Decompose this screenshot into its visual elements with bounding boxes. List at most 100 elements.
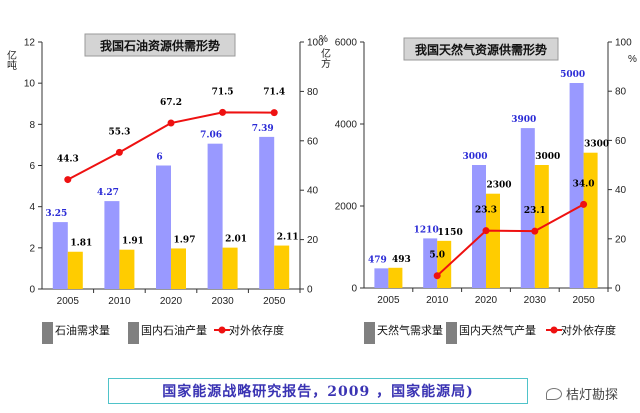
gas-bar-value-label: 3900 [511, 115, 536, 125]
gas-bar-value-label: 493 [392, 255, 411, 265]
gas-bar-demand [569, 83, 584, 288]
oil-bar-production [222, 247, 238, 289]
oil-bar-value-label: 7.39 [252, 124, 274, 134]
gas-bar-production [583, 152, 598, 288]
oil-dependency-point [270, 109, 278, 117]
gas-ytick-label: 4000 [335, 120, 358, 131]
oil-y2tick-label: 20 [307, 235, 319, 246]
gas-y2tick-label: 0 [615, 284, 621, 295]
oil-ytick-label: 0 [29, 285, 35, 296]
oil-legend-label: 石油需求量 [55, 323, 110, 337]
gas-y2tick-label: 80 [615, 87, 627, 98]
gas-category-label: 2050 [572, 295, 595, 306]
oil-category-label: 2010 [108, 296, 131, 307]
watermark: 桔灯勘探 [546, 384, 618, 403]
oil-legend-label: 国内石油产量 [141, 323, 207, 337]
oil-bar-value-label: 3.25 [45, 209, 67, 219]
oil-dependency-point [219, 108, 227, 116]
gas-y2label: % [628, 54, 637, 65]
oil-bar-production [67, 251, 83, 289]
gas-category-label: 2030 [524, 295, 547, 306]
gas-legend-label: 对外依存度 [561, 323, 616, 337]
oil-category-label: 2030 [211, 296, 234, 307]
oil-bar-demand [52, 222, 68, 289]
gas-bar-production [437, 240, 452, 288]
gas-ylabel: 亿方 [319, 47, 331, 69]
gas-legend-swatch [364, 322, 375, 344]
oil-bar-value-label: 2.01 [225, 235, 247, 245]
oil-bar-demand [156, 165, 171, 289]
oil-legend-label: 对外依存度 [229, 323, 284, 337]
gas-ytick-label: 2000 [335, 202, 358, 213]
gas-ytick-label: 0 [351, 284, 357, 295]
gas-bar-demand [520, 128, 535, 288]
oil-dependency-label: 55.3 [108, 127, 130, 137]
oil-bar-value-label: 7.06 [200, 131, 222, 141]
gas-legend-label: 天然气需求量 [377, 323, 443, 337]
oil-legend: 石油需求量 国内石油产量 对外依存度 [42, 322, 284, 344]
oil-ytick-label: 12 [24, 38, 36, 49]
oil-dependency-point [115, 148, 123, 156]
gas-bar-value-label: 1210 [414, 225, 439, 235]
gas-bar-value-label: 1150 [438, 228, 463, 238]
gas-y2tick-label: 60 [615, 136, 627, 147]
oil-bar-value-label: 2.11 [277, 233, 299, 243]
oil-chart-title: 我国石油资源供需形势 [100, 38, 220, 53]
gas-dependency-label: 23.1 [524, 206, 546, 216]
oil-bar-value-label: 4.27 [97, 188, 119, 198]
gas-bar-value-label: 3000 [462, 152, 487, 162]
gas-ytick-label: 6000 [335, 38, 358, 49]
oil-ytick-label: 10 [24, 79, 36, 90]
oil-ylabel: 亿吨 [5, 49, 17, 70]
gas-bar-production [388, 267, 403, 288]
oil-dependency-label: 44.3 [57, 155, 79, 165]
oil-bar-value-label: 1.81 [70, 239, 92, 249]
gas-dependency-point [482, 227, 490, 235]
oil-bar-production [274, 245, 290, 289]
gas-dependency-line [436, 203, 585, 277]
oil-ytick-label: 4 [29, 202, 35, 213]
gas-legend-marker [550, 326, 558, 334]
gas-bar-production [486, 193, 500, 288]
gas-bar-value-label: 3300 [584, 140, 609, 150]
gas-dependency-label: 34.0 [573, 179, 595, 189]
gas-chart-title: 我国天然气资源供需形势 [415, 42, 547, 57]
oil-dependency-label: 67.2 [160, 98, 182, 108]
gas-dependency-point [531, 227, 539, 235]
gas-category-label: 2020 [475, 295, 498, 306]
gas-bar-value-label: 2300 [486, 181, 511, 191]
chat-bubble-icon [546, 387, 562, 400]
oil-bar-demand [104, 201, 120, 289]
oil-title-box [84, 33, 236, 57]
oil-bar-value-label: 6 [156, 153, 162, 163]
oil-y2tick-label: 60 [307, 136, 319, 147]
oil-y2tick-label: 80 [307, 87, 319, 98]
gas-legend-label: 国内天然气产量 [459, 323, 536, 337]
gas-category-label: 2010 [426, 295, 449, 306]
gas-bar-demand [423, 238, 438, 288]
oil-bar-value-label: 1.91 [122, 237, 144, 247]
gas-bar-value-label: 479 [368, 255, 387, 265]
oil-bar-value-label: 1.97 [174, 235, 196, 245]
oil-ytick-label: 2 [29, 243, 35, 254]
gas-legend-swatch [446, 322, 457, 344]
gas-dependency-point [580, 200, 588, 208]
source-citation-box: 国家能源战略研究报告，2009 ，国家能源局) [108, 378, 528, 404]
gas-dependency-point [433, 272, 441, 280]
gas-chart: 亿方 % 我国天然气资源供需形势 0 2000 4000 6000 0 20 40 60 80 1… [319, 37, 637, 306]
oil-category-label: 2005 [57, 296, 80, 307]
oil-legend-marker [218, 326, 226, 334]
oil-y2label: % [319, 34, 328, 45]
source-citation: 国家能源战略研究报告，2009 ，国家能源局) [162, 384, 474, 400]
watermark-text: 桔灯勘探 [566, 388, 619, 403]
oil-bar-demand [259, 136, 275, 289]
oil-bar-production [171, 248, 186, 289]
gas-y2tick-label: 20 [615, 234, 627, 245]
gas-bar-demand [472, 165, 486, 288]
oil-dependency-label: 71.5 [212, 87, 234, 97]
gas-bar-value-label: 3000 [535, 152, 560, 162]
oil-bar-production [119, 249, 135, 289]
gas-legend: 天然气需求量 国内天然气产量 对外依存度 [364, 322, 616, 344]
oil-y2tick-label: 40 [307, 186, 319, 197]
